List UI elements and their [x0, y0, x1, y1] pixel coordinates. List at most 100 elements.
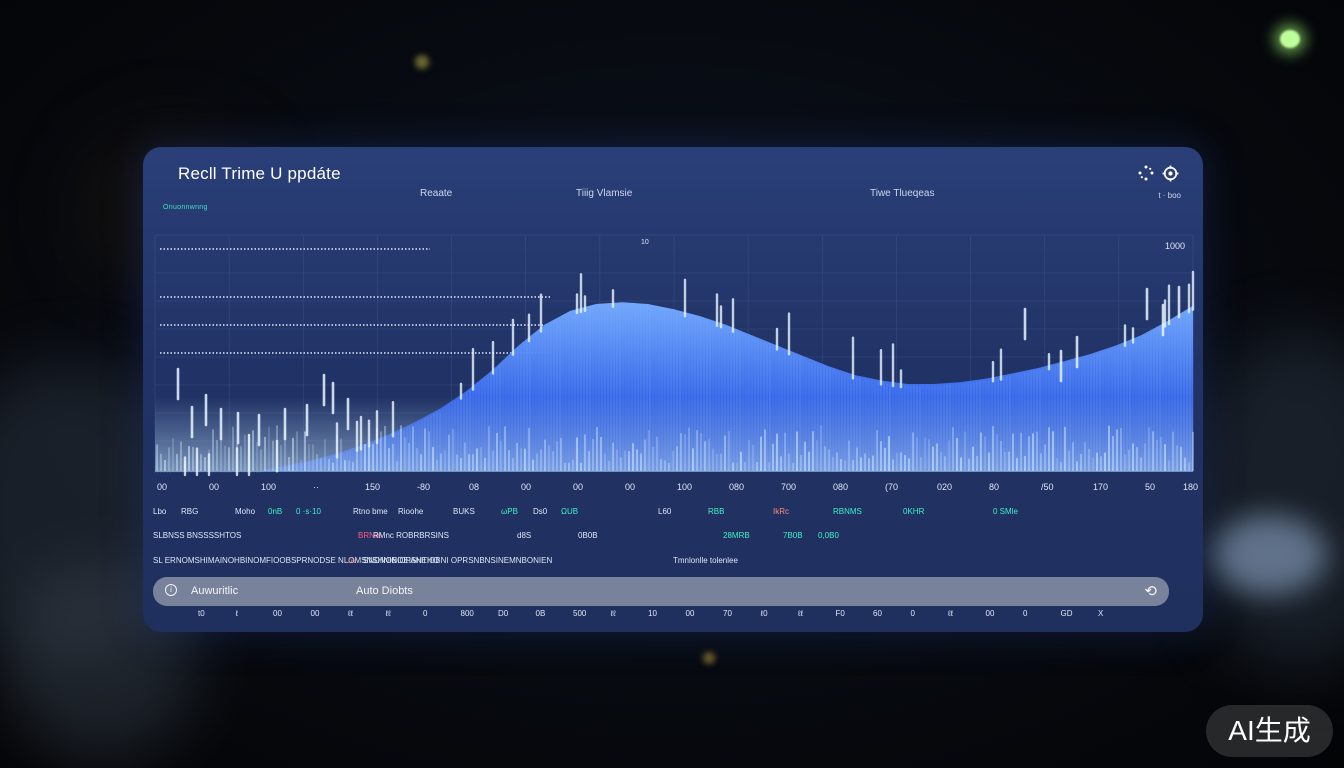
ai-generated-watermark: AI生成: [1206, 705, 1333, 757]
chart-base-glow: [155, 397, 1193, 472]
command-bar[interactable]: i Auwuritlic Auto Diobts ⟲: [153, 577, 1169, 606]
bottom-tick-label: GD: [1060, 609, 1073, 618]
bottom-tick-label: 00: [310, 609, 320, 618]
status-row-3: SL ERNOMSHIMAINOHBINOMFIOOBSPRNODSE NLOM…: [153, 556, 1193, 570]
bottom-tick-label: 00: [985, 609, 995, 618]
bottom-tick-label: 60: [873, 609, 882, 618]
bottom-tick-label: ℓℓ: [798, 609, 804, 618]
status-item: 0,0B0: [818, 531, 839, 540]
status-item: d8S: [517, 531, 532, 540]
status-item: 0nB: [268, 507, 283, 516]
command-bar-label-left[interactable]: Auwuritlic: [191, 585, 239, 597]
x-tick-label: 080: [729, 482, 744, 492]
x-tick-label: 00: [209, 482, 219, 492]
bottom-tick-label: 00: [273, 609, 282, 618]
status-item: RBB: [708, 507, 725, 516]
x-tick-label: 020: [937, 482, 952, 492]
x-tick-label: 00: [157, 482, 167, 492]
bottom-tick-label: D0: [498, 609, 509, 618]
x-tick-label: 80: [989, 482, 999, 492]
bottom-tick-row: t0 ℓ 00 00 ℓℓ ℓℓ 0 800 D0 0B 500 ℓℓ 10 00 70 ℓ0 ℓℓ F0 60 0 ℓ…: [153, 609, 1193, 621]
header-label-tlueqeas[interactable]: Tiwe Tlueqeas: [870, 188, 935, 199]
x-tick-label: 150: [365, 482, 380, 492]
bottom-tick-label: 0: [423, 609, 428, 618]
x-tick-label: /50: [1041, 482, 1054, 492]
background-light-amber: [415, 55, 429, 69]
status-item: 28MRB: [723, 531, 750, 540]
y-tick-top: 1000: [1165, 241, 1185, 251]
header-right-value: t · boo: [1158, 191, 1181, 200]
x-tick-label: 080: [833, 482, 848, 492]
bottom-tick-label: 0: [910, 609, 915, 618]
bottom-tick-label: ℓ0: [760, 609, 768, 618]
background-blob-right: [1190, 330, 1344, 670]
bottom-tick-label: ℓℓ: [348, 609, 354, 618]
bottom-tick-label: ℓℓ: [948, 609, 954, 618]
command-bar-label-right[interactable]: Auto Diobts: [356, 585, 413, 597]
status-item: SL ERNOMSHIMAINOHBINOMFIOOBSPRNODSE NLOM…: [153, 556, 439, 565]
settings-gear-icon[interactable]: [1162, 165, 1179, 185]
status-item: Moho: [235, 507, 256, 516]
background-light-green: [1280, 30, 1300, 48]
background-blob-right-highlight: [1212, 515, 1327, 595]
status-item: L60: [658, 507, 672, 516]
bottom-tick-label: 800: [460, 609, 474, 618]
bottom-tick-label: 10: [648, 609, 657, 618]
bottom-tick-label: 70: [723, 609, 732, 618]
status-item: 0 SMle: [993, 507, 1018, 516]
bottom-tick-label: F0: [835, 609, 845, 618]
dashboard-panel: Recll Trime U ppdáte Onuonnwnng Reaate T…: [143, 147, 1203, 632]
chart-spikes: [156, 270, 1195, 477]
bottom-tick-label: ℓℓ: [610, 609, 616, 618]
status-item: IkRc: [773, 507, 789, 516]
status-item: RMnc ROBRBRSINS: [373, 531, 450, 540]
status-item: ra: [348, 556, 356, 565]
x-tick-label: 50: [1145, 482, 1155, 492]
status-item: BUKS: [453, 507, 475, 516]
status-item: ωPB: [501, 507, 518, 516]
x-tick-label: 00: [573, 482, 583, 492]
status-item: 0 ·s·10: [296, 507, 321, 516]
status-item: Ds0: [533, 507, 548, 516]
realtime-chart: 1000 10 00 00 100 ·· 150 -80 08 00 00 00 100 080 700…: [154, 234, 1198, 492]
background-light-amber-lower: [703, 652, 715, 664]
x-tick-label: 00: [521, 482, 531, 492]
status-row-2: SLBNSS BNSSSSHTOS BRNIe RMnc ROBRBRSINS d8S…: [153, 531, 1193, 545]
status-item: RBNMS: [833, 507, 862, 516]
x-tick-label: 00: [625, 482, 635, 492]
header-label-vlamsie[interactable]: Tiiig Vlamsie: [576, 188, 633, 199]
bottom-tick-label: X: [1098, 609, 1104, 618]
bottom-tick-label: 0B: [535, 609, 546, 618]
chart-x-ticks: 00 00 100 ·· 150 -80 08 00 00 00 100 080 700 080 (70 02…: [157, 482, 1198, 492]
bottom-tick-label: ℓ: [235, 609, 239, 618]
panel-subtitle: Onuonnwnng: [163, 204, 208, 211]
x-tick-label: 170: [1093, 482, 1108, 492]
status-item: BRNIe: [358, 531, 382, 540]
x-tick-label: 180: [1183, 482, 1198, 492]
x-tick-label: -80: [417, 482, 430, 492]
status-item: Rtno bme: [353, 507, 388, 516]
status-item: Tmnlonlle tolenlee: [673, 556, 738, 565]
x-tick-label: 100: [677, 482, 692, 492]
x-tick-label: (70: [885, 482, 898, 492]
x-tick-label: 100: [261, 482, 276, 492]
x-tick-label: 08: [469, 482, 479, 492]
status-item: 0B0B: [578, 531, 598, 540]
status-item: ΩUB: [561, 507, 579, 516]
x-tick-label: 700: [781, 482, 796, 492]
bottom-tick-label: 500: [573, 609, 587, 618]
y-tick-mid: 10: [641, 239, 649, 246]
header-label-reaate[interactable]: Reaate: [420, 188, 453, 199]
status-row-1: Lbo RBG Moho 0nB 0 ·s·10 Rtno bme Rioohe BUKS ωP…: [153, 507, 1193, 521]
panel-title: Recll Trime U ppdáte: [178, 164, 341, 183]
chart-dotted-guides: [160, 248, 550, 354]
refresh-icon[interactable]: ⟲: [1144, 583, 1157, 600]
loading-icon[interactable]: [1138, 165, 1154, 185]
status-item: 0KHR: [903, 507, 925, 516]
info-icon[interactable]: i: [165, 584, 177, 596]
bottom-tick-label: 00: [685, 609, 695, 618]
status-item: SLBNSS BNSSSSHTOS: [153, 531, 242, 540]
header-icons: [1138, 165, 1179, 185]
bottom-tick-label: 0: [1023, 609, 1028, 618]
status-item: Rioohe: [398, 507, 424, 516]
